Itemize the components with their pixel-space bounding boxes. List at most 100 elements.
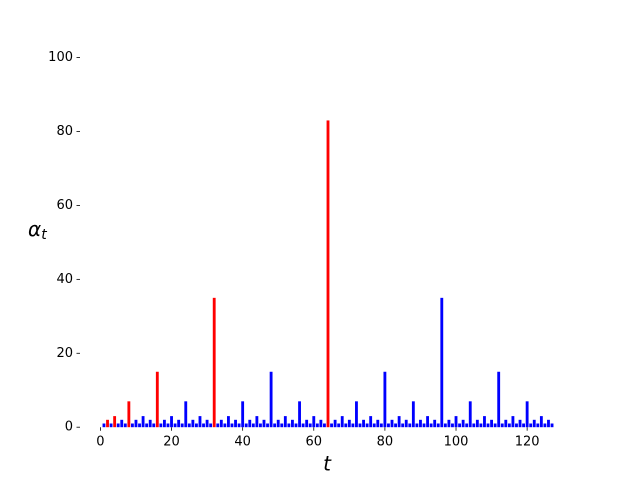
bar (344, 423, 348, 428)
bar (216, 423, 220, 428)
bar (394, 423, 397, 428)
x-axis-label: t (323, 452, 332, 476)
bar (159, 423, 163, 428)
bar (205, 419, 209, 428)
y-tick-label: 80 (56, 124, 73, 139)
bar (347, 419, 351, 428)
bar (212, 297, 216, 428)
bar (543, 423, 547, 428)
y-axis-label-main: α (28, 217, 41, 241)
bar (162, 419, 166, 428)
bar (539, 416, 543, 428)
y-tick-label: 20 (56, 346, 73, 361)
bar (148, 419, 152, 428)
bar (433, 419, 437, 428)
bar (486, 423, 490, 428)
bar (511, 416, 515, 428)
bar (273, 423, 277, 428)
bar (404, 419, 408, 428)
bar (138, 423, 141, 428)
bar (529, 423, 533, 428)
bar (500, 423, 504, 428)
bar (191, 419, 195, 428)
bar (436, 423, 440, 428)
bar (429, 423, 433, 428)
bar (227, 416, 230, 428)
bar (180, 423, 184, 428)
y-axis-label: αt (28, 217, 47, 244)
bar (461, 419, 465, 428)
bar (379, 423, 383, 428)
bar (426, 416, 429, 428)
bar (195, 423, 198, 428)
bar (308, 423, 312, 428)
bar (390, 419, 394, 428)
bar (244, 423, 248, 428)
bar (362, 419, 365, 428)
x-tick-label: 20 (163, 435, 180, 450)
bar (472, 423, 476, 428)
bar (451, 423, 454, 428)
bar (458, 423, 461, 428)
bar (507, 423, 511, 428)
bar (294, 423, 298, 428)
bar (198, 416, 202, 428)
x-tick-label: 40 (234, 435, 251, 450)
bar (276, 419, 280, 428)
bar (269, 371, 273, 428)
bar (465, 423, 469, 428)
bar (219, 419, 223, 428)
bar (127, 401, 131, 428)
bar (443, 423, 447, 428)
bar (280, 423, 284, 428)
y-tick-label: 0 (65, 420, 73, 435)
x-tick-label: 80 (377, 435, 394, 450)
bar (550, 423, 554, 428)
bar (130, 423, 134, 428)
bar (173, 423, 177, 428)
bar (422, 423, 426, 428)
bar (184, 401, 188, 428)
bar (187, 423, 191, 428)
bar (440, 297, 444, 428)
bar (547, 419, 550, 428)
bar (515, 423, 518, 428)
bar (401, 423, 405, 428)
bar (152, 423, 156, 428)
bar (369, 416, 373, 428)
bar (116, 423, 120, 428)
bar (106, 419, 109, 428)
bar (355, 401, 358, 428)
bar (397, 416, 401, 428)
bar (493, 423, 497, 428)
bar (323, 423, 326, 428)
y-tick-label: 100 (48, 50, 73, 65)
bar (522, 423, 526, 428)
bar (301, 423, 305, 428)
x-tick-label: 120 (515, 435, 540, 450)
bar (387, 423, 390, 428)
y-tick-label: 40 (56, 272, 73, 287)
bar (372, 423, 376, 428)
x-tick-label: 100 (444, 435, 469, 450)
bar (209, 423, 213, 428)
bar (497, 371, 501, 428)
y-tick-label: 60 (56, 198, 73, 213)
bar (230, 423, 234, 428)
bar (113, 416, 117, 428)
bar (525, 401, 529, 428)
bar (202, 423, 205, 428)
bar (170, 416, 173, 428)
bar (145, 423, 149, 428)
bar (358, 423, 362, 428)
bar (490, 419, 494, 428)
bar (120, 419, 124, 428)
bar (383, 371, 387, 428)
bar (419, 419, 422, 428)
bar (166, 423, 170, 428)
x-tick-label: 0 (96, 435, 104, 450)
bar (123, 423, 127, 428)
bar (155, 371, 159, 428)
bar (319, 419, 323, 428)
